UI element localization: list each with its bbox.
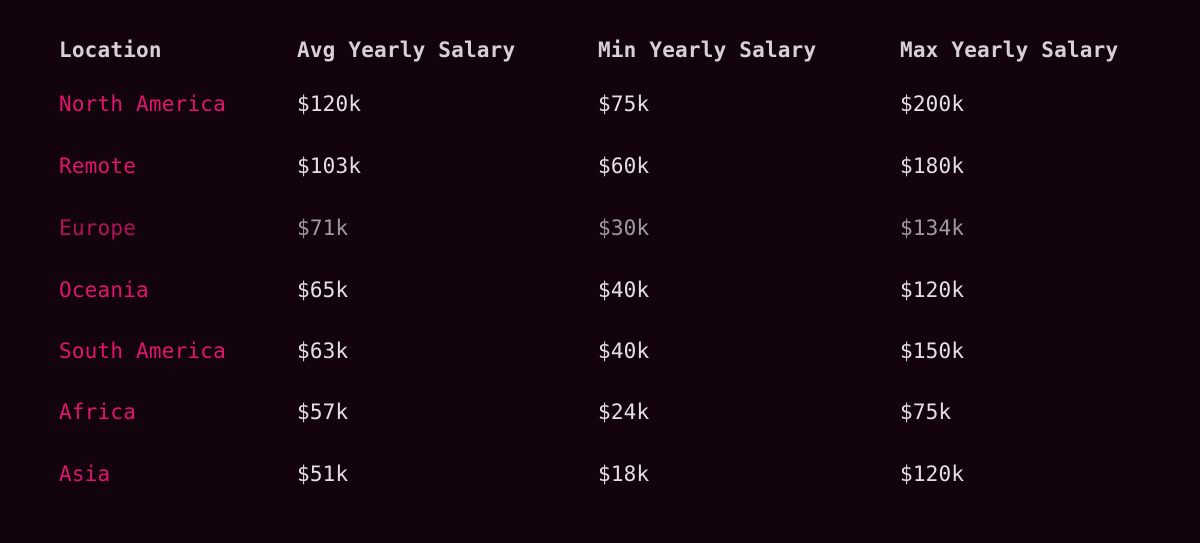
- avg-salary-cell: $103k: [297, 154, 362, 178]
- avg-salary-cell: $63k: [297, 339, 349, 363]
- max-salary-cell: $134k: [900, 216, 965, 240]
- header-location: Location: [59, 38, 162, 62]
- max-salary-cell: $180k: [900, 154, 965, 178]
- max-salary-cell: $200k: [900, 92, 965, 116]
- min-salary-cell: $30k: [598, 216, 650, 240]
- min-salary-cell: $75k: [598, 92, 650, 116]
- avg-salary-cell: $65k: [297, 278, 349, 302]
- min-salary-cell: $24k: [598, 400, 650, 424]
- avg-salary-cell: $120k: [297, 92, 362, 116]
- header-min-salary: Min Yearly Salary: [598, 38, 817, 62]
- location-cell: Asia: [59, 462, 111, 486]
- avg-salary-cell: $57k: [297, 400, 349, 424]
- min-salary-cell: $60k: [598, 154, 650, 178]
- min-salary-cell: $40k: [598, 278, 650, 302]
- max-salary-cell: $120k: [900, 278, 965, 302]
- min-salary-cell: $40k: [598, 339, 650, 363]
- location-cell: Remote: [59, 154, 137, 178]
- avg-salary-cell: $71k: [297, 216, 349, 240]
- location-cell: South America: [59, 339, 226, 363]
- location-cell: Africa: [59, 400, 137, 424]
- avg-salary-cell: $51k: [297, 462, 349, 486]
- location-cell: Oceania: [59, 278, 149, 302]
- max-salary-cell: $150k: [900, 339, 965, 363]
- location-cell: North America: [59, 92, 226, 116]
- location-cell: Europe: [59, 216, 137, 240]
- header-max-salary: Max Yearly Salary: [900, 38, 1119, 62]
- header-avg-salary: Avg Yearly Salary: [297, 38, 516, 62]
- min-salary-cell: $18k: [598, 462, 650, 486]
- max-salary-cell: $120k: [900, 462, 965, 486]
- max-salary-cell: $75k: [900, 400, 952, 424]
